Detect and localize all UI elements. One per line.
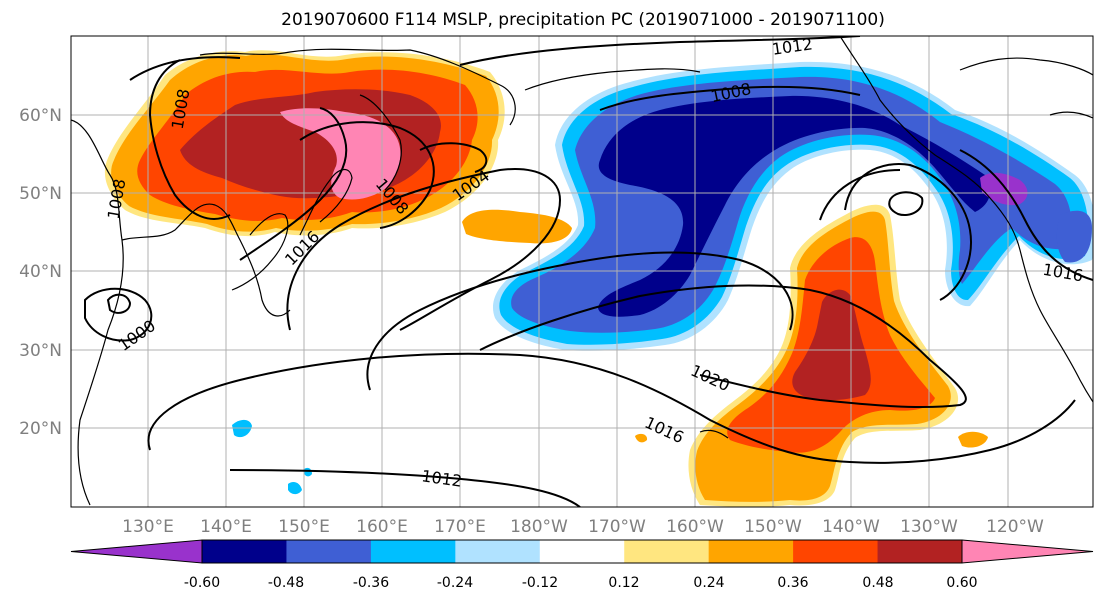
- isobar-label: 1012: [771, 34, 814, 58]
- isobar-1020-east: [479, 284, 967, 409]
- isobar-1008-west: [148, 59, 231, 220]
- colorbar-frame: [201, 539, 963, 564]
- colorbar-tick-label: 0.24: [693, 575, 724, 591]
- colorbar-cell: [793, 540, 879, 563]
- isobar-ring-small: [106, 293, 132, 314]
- isobar-1016-a: [239, 107, 348, 261]
- map-panel: 1012 1008 1008 1004 1008 1016 1008 1000 …: [71, 34, 1093, 507]
- lon-tick-label: 140°W: [822, 517, 880, 537]
- colorbar-labels: -0.60 -0.48 -0.36 -0.24 -0.12 0.12 0.24 …: [184, 575, 978, 591]
- lon-tick-label: 140°E: [200, 517, 252, 537]
- lon-tick-label: 160°W: [666, 517, 724, 537]
- latitude-labels: 60°N 50°N 40°N 30°N 20°N: [19, 106, 62, 439]
- lat-tick-label: 50°N: [19, 184, 62, 204]
- lon-tick-label: 120°W: [986, 517, 1044, 537]
- lon-tick-label: 170°E: [434, 517, 486, 537]
- colorbar-cell: [370, 540, 456, 563]
- colorbar-tick-label: -0.36: [353, 575, 389, 591]
- isobar-1016-mid: [286, 168, 562, 331]
- lon-tick-label: 180°W: [510, 517, 568, 537]
- isobar-1016-east: [959, 149, 1093, 281]
- colorbar-cell: [708, 540, 794, 563]
- isobar-east-low: [888, 191, 924, 216]
- lon-tick-label: 150°W: [744, 517, 802, 537]
- colorbar-tick-label: -0.24: [437, 575, 473, 591]
- colorbar-cell: [877, 540, 963, 563]
- precip-negative-small-west: [232, 419, 252, 438]
- isobar-1012-north: [459, 36, 861, 66]
- lat-tick-label: 30°N: [19, 341, 62, 361]
- precip-negative-small-west2: [288, 482, 302, 495]
- precip-positive-small-center2: [635, 433, 648, 443]
- lat-tick-label: 20°N: [19, 419, 62, 439]
- precip-negative-purple: [980, 172, 1028, 206]
- colorbar-tick-label: 0.48: [862, 575, 893, 591]
- colorbar-tick-label: 0.60: [946, 575, 977, 591]
- lon-tick-label: 160°E: [356, 517, 408, 537]
- lat-tick-label: 40°N: [19, 262, 62, 282]
- map-title: 2019070600 F114 MSLP, precipitation PC (…: [281, 10, 885, 30]
- colorbar-tick-label: 0.12: [608, 575, 639, 591]
- colorbar-cells: [70, 539, 1094, 564]
- precip-positive-asia-pink: [280, 108, 401, 200]
- isobar-1012-south: [229, 469, 581, 507]
- precip-negative-navy: [598, 95, 991, 317]
- colorbar-cell: [286, 540, 372, 563]
- isobar-1008-ring2: [819, 169, 901, 221]
- colorbar-tick-label: 0.36: [777, 575, 808, 591]
- precip-positive-small-central: [462, 209, 572, 244]
- lon-tick-label: 130°W: [900, 517, 958, 537]
- colorbar-cell: [202, 540, 287, 563]
- colorbar-tick-label: -0.60: [184, 575, 220, 591]
- isobar-1008-mid: [299, 121, 435, 229]
- precip-shading: [104, 50, 1093, 507]
- longitude-labels: 130°E 140°E 150°E 160°E 170°E 180°W 170°…: [122, 517, 1044, 537]
- isobar-1004: [419, 142, 488, 173]
- lon-tick-label: 130°E: [122, 517, 174, 537]
- precip-negative-small-east-coast: [1056, 210, 1092, 263]
- lon-tick-label: 150°E: [278, 517, 330, 537]
- isobar-1008-north: [599, 85, 861, 111]
- isobar-1016-north: [129, 56, 241, 81]
- colorbar-tick-label: -0.48: [268, 575, 304, 591]
- lon-tick-label: 170°W: [588, 517, 646, 537]
- isobars: [84, 36, 1093, 507]
- graticule: [71, 36, 1093, 507]
- precip-positive-small-east: [958, 431, 988, 448]
- isobar-1000-ring: [84, 287, 153, 342]
- colorbar: -0.60 -0.48 -0.36 -0.24 -0.12 0.12 0.24 …: [70, 539, 1094, 591]
- isobar-1016-south: [147, 352, 1076, 464]
- lat-tick-label: 60°N: [19, 106, 62, 126]
- colorbar-cell: [455, 540, 541, 563]
- isobar-east-ring: [844, 163, 972, 301]
- colorbar-cell: [539, 540, 625, 563]
- colorbar-extend-high: [961, 539, 1094, 564]
- colorbar-cell: [624, 540, 710, 563]
- colorbar-tick-label: -0.12: [522, 575, 558, 591]
- colorbar-extend-low: [70, 539, 203, 564]
- map-frame: [70, 35, 1094, 508]
- isobar-1020-mid: [366, 251, 794, 391]
